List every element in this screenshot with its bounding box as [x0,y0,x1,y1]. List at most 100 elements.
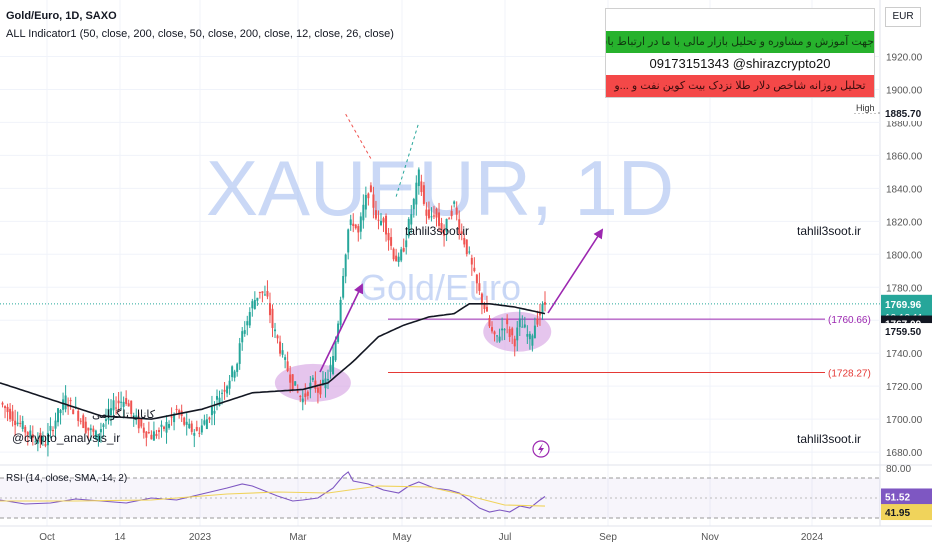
candle-body [450,210,453,217]
candle-body [137,416,140,429]
candle-body [34,441,37,443]
candle-body [485,306,488,312]
candle-body [170,416,173,418]
candle-body [473,267,476,272]
candle-body [130,400,133,415]
candle-body [188,423,191,429]
candle-body [132,415,135,419]
x-tick-2023: 2023 [189,532,212,543]
candle-body [518,318,521,328]
candle-body [94,430,97,440]
candle-body [281,350,284,355]
candle-body [271,308,274,328]
candle-body [521,326,524,328]
candle-body [480,293,483,305]
info-line-4: تحلیل روزانه شاخص دلار طلا نزدک بیت کوین… [606,75,874,97]
candle-body [69,400,72,402]
site-label-3: tahlil3soot.ir [797,432,861,446]
x-tick-Nov: Nov [701,532,719,543]
candle-body [508,329,511,337]
candle-body [412,199,415,210]
candle-body [21,420,24,429]
candle-body [440,223,443,233]
candle-body [125,398,128,404]
candle-body [233,371,236,378]
candle-body [54,420,57,429]
candle-body [210,407,213,416]
candle-body [342,275,345,298]
candle-body [215,396,218,400]
candle-body [205,419,208,430]
candle-body [498,336,501,342]
candle-body [279,341,282,354]
candle-body [533,325,536,339]
candle-body [465,239,468,255]
candle-body [299,396,302,398]
x-tick-May: May [393,532,412,543]
candle-body [430,216,433,218]
candle-body [82,415,85,429]
currency-button[interactable]: EUR [885,7,921,27]
level-label-1760: (1760.66) [828,315,871,326]
candle-body [147,432,150,434]
candle-body [218,397,221,406]
candle-body [256,297,259,301]
candles [1,167,546,457]
candle-body [541,304,544,314]
candle-body [516,327,519,341]
candle-body [36,440,39,444]
candle-body [140,418,143,427]
price-label-high-bg [881,105,932,122]
rsi-title[interactable]: RSI (14, close, SMA, 14, 2) [6,473,128,484]
candle-body [198,432,201,434]
candle-body [97,434,100,440]
candle-body [112,400,115,411]
y-tick-1880: 1880.00 [886,118,923,129]
candle-body [64,395,67,410]
candle-body [501,328,504,331]
price-label-p2-bg [881,323,932,340]
info-line-3: 09173151343 @shirazcrypto20 [606,53,874,75]
candle-body [11,411,14,421]
symbol-title[interactable]: Gold/Euro, 1D, SAXO [6,10,117,22]
candle-body [236,363,239,372]
candle-body [44,444,47,446]
candle-body [183,417,186,425]
candle-body [362,204,365,221]
candle-body [347,229,350,253]
candle-body [455,207,458,215]
candle-body [410,214,413,225]
candle-body [427,209,430,219]
candle-body [372,194,375,208]
candle-body [478,283,481,291]
candle-body [87,427,90,431]
candle-body [67,405,70,407]
y-tick-1920: 1920.00 [886,52,923,63]
info-box: جهت آموزش و مشاوره و تحلیل بازار مالی با… [605,8,875,98]
candle-body [208,417,211,420]
candle-body [511,328,514,336]
candle-body [178,410,181,415]
candle-body [107,408,110,420]
candle-body [258,291,261,293]
indicator-title[interactable]: ALL Indicator1 (50, close, 200, close, 5… [6,28,394,40]
candle-body [536,318,539,325]
candle-body [261,291,264,294]
candle-body [19,422,22,424]
candle-body [104,419,107,422]
candle-body [31,434,34,439]
candle-body [145,431,148,438]
candle-body [142,427,145,433]
candle-body [392,248,395,260]
candle-body [513,338,516,347]
candle-body [253,299,256,309]
candle-body [321,379,324,384]
candle-body [150,434,153,440]
candle-body [395,255,398,262]
candle-body [417,169,420,187]
candle-body [117,400,120,404]
rsi-ma-value-bg [881,504,932,521]
candle-body [241,331,244,343]
y-tick-1700: 1700.00 [886,415,923,426]
candle-body [6,406,9,413]
